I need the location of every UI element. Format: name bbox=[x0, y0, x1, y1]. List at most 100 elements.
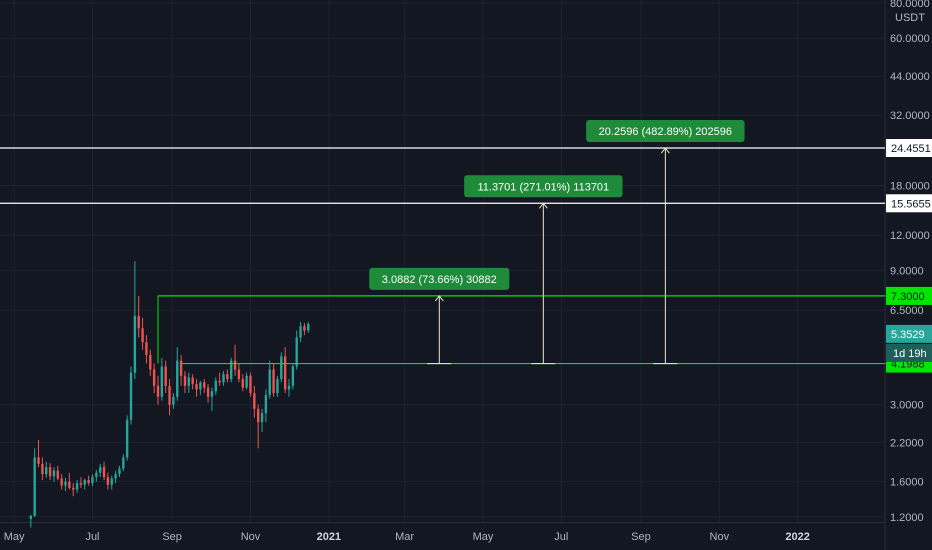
candle[interactable] bbox=[249, 372, 252, 397]
candle[interactable] bbox=[276, 375, 279, 397]
candle-body bbox=[260, 413, 264, 423]
candle[interactable] bbox=[245, 372, 248, 390]
candle[interactable] bbox=[183, 371, 187, 394]
candle-body bbox=[114, 474, 117, 479]
candle-body bbox=[187, 377, 191, 386]
price-axis[interactable]: USDT 80.0000 60.0000 44.0000 32.0000 18.0000… bbox=[890, 0, 930, 524]
candle[interactable] bbox=[98, 463, 102, 478]
candle[interactable] bbox=[83, 478, 86, 490]
candle[interactable] bbox=[241, 374, 244, 392]
candle-body bbox=[253, 393, 256, 409]
candle[interactable] bbox=[122, 454, 125, 472]
candle[interactable] bbox=[79, 477, 83, 488]
candle[interactable] bbox=[48, 463, 52, 481]
price-range-measure[interactable]: 3.0882 (73.66%) 30882 bbox=[369, 267, 510, 365]
candle[interactable] bbox=[287, 379, 291, 397]
time-axis[interactable]: May Jul Sep Nov 2021 Mar May Jul Sep Nov 2022 bbox=[4, 531, 810, 543]
candles[interactable] bbox=[29, 261, 310, 528]
candle[interactable] bbox=[156, 375, 160, 405]
candle[interactable] bbox=[72, 483, 75, 497]
candle[interactable] bbox=[283, 347, 287, 394]
candle-body bbox=[264, 394, 268, 414]
candle[interactable] bbox=[253, 385, 256, 418]
candle[interactable] bbox=[91, 474, 94, 487]
candle[interactable] bbox=[37, 439, 40, 468]
drawing-overlays[interactable]: 3.0882 (73.66%) 30882 11.3701 (271.01%) 1… bbox=[0, 120, 885, 365]
candle[interactable] bbox=[102, 461, 106, 481]
candle[interactable] bbox=[191, 374, 194, 390]
price-range-measure[interactable]: 11.3701 (271.01%) 113701 bbox=[464, 175, 623, 365]
candle[interactable] bbox=[226, 369, 229, 383]
candle[interactable] bbox=[133, 261, 137, 380]
candle-body bbox=[79, 483, 83, 485]
candle-body bbox=[152, 369, 156, 386]
candle[interactable] bbox=[218, 372, 221, 386]
candle[interactable] bbox=[137, 295, 140, 338]
candle[interactable] bbox=[214, 377, 217, 395]
candle[interactable] bbox=[199, 380, 202, 395]
candle[interactable] bbox=[87, 475, 90, 486]
candle[interactable] bbox=[203, 379, 206, 394]
candle[interactable] bbox=[172, 393, 175, 409]
candle[interactable] bbox=[56, 465, 59, 481]
candle[interactable] bbox=[114, 470, 117, 484]
candle[interactable] bbox=[268, 360, 271, 399]
candle[interactable] bbox=[160, 357, 164, 401]
candle[interactable] bbox=[179, 355, 183, 386]
candle[interactable] bbox=[206, 384, 210, 403]
candle[interactable] bbox=[299, 321, 302, 343]
candle[interactable] bbox=[118, 465, 121, 478]
candle[interactable] bbox=[33, 448, 36, 517]
range-box[interactable] bbox=[158, 296, 885, 364]
price-range-measure[interactable]: 20.2596 (482.89%) 202596 bbox=[586, 120, 745, 365]
candle-body bbox=[106, 477, 110, 485]
level-price-tag bbox=[886, 286, 932, 305]
candle[interactable] bbox=[68, 472, 71, 490]
candle-body bbox=[29, 515, 33, 519]
candle[interactable] bbox=[29, 514, 33, 528]
candle[interactable] bbox=[260, 408, 264, 432]
candle-body bbox=[48, 467, 52, 477]
candle[interactable] bbox=[237, 363, 241, 383]
time-tick-label: 2021 bbox=[317, 531, 341, 543]
price-tick-label: 18.0000 bbox=[890, 181, 930, 193]
candle[interactable] bbox=[149, 349, 152, 376]
candle[interactable] bbox=[187, 372, 191, 394]
candle-body bbox=[137, 315, 140, 329]
candle[interactable] bbox=[264, 389, 268, 423]
candle[interactable] bbox=[222, 371, 225, 386]
candle[interactable] bbox=[106, 472, 110, 490]
candle-body bbox=[237, 369, 241, 380]
candle[interactable] bbox=[195, 379, 198, 397]
candle[interactable] bbox=[307, 321, 310, 333]
candle[interactable] bbox=[125, 415, 129, 461]
candle[interactable] bbox=[176, 347, 179, 401]
candle[interactable] bbox=[291, 363, 295, 390]
candle[interactable] bbox=[210, 387, 214, 411]
candle[interactable] bbox=[129, 366, 133, 425]
candle[interactable] bbox=[164, 360, 167, 394]
candle[interactable] bbox=[280, 352, 283, 383]
candle[interactable] bbox=[41, 457, 44, 481]
candle[interactable] bbox=[233, 344, 237, 376]
candle[interactable] bbox=[64, 477, 67, 492]
candle[interactable] bbox=[141, 317, 144, 350]
candle[interactable] bbox=[256, 404, 260, 449]
candle-body bbox=[179, 360, 183, 376]
candle[interactable] bbox=[75, 480, 79, 493]
candle[interactable] bbox=[95, 469, 98, 482]
candle[interactable] bbox=[110, 475, 113, 490]
candle[interactable] bbox=[52, 467, 56, 482]
candle[interactable] bbox=[168, 379, 171, 416]
candle[interactable] bbox=[230, 357, 233, 383]
candle[interactable] bbox=[145, 335, 148, 364]
candle[interactable] bbox=[60, 474, 63, 490]
candle[interactable] bbox=[45, 461, 48, 478]
candle[interactable] bbox=[303, 322, 306, 336]
candle-body bbox=[276, 379, 279, 394]
candle[interactable] bbox=[152, 363, 156, 394]
candle-body bbox=[60, 478, 63, 486]
candle[interactable] bbox=[272, 363, 275, 397]
price-tick-label: 44.0000 bbox=[890, 71, 930, 83]
